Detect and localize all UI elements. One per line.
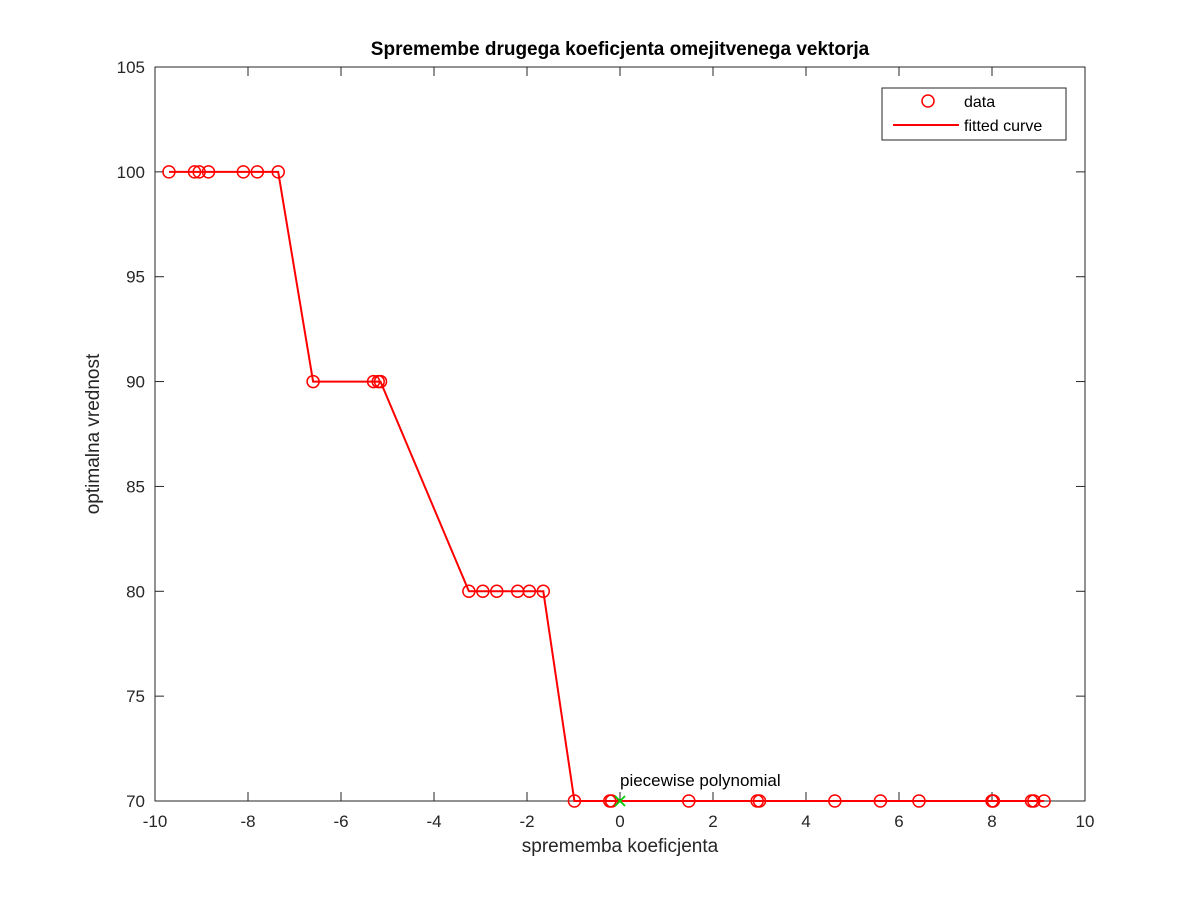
- highlight-layer: [614, 795, 626, 807]
- y-tick-label: 75: [126, 687, 145, 706]
- data-point: [873, 794, 888, 808]
- x-tick-labels: -10 -8 -6 -4 -2 0 2 4 6 8 10: [143, 812, 1095, 831]
- data-point: [536, 584, 551, 599]
- data-point: [476, 584, 490, 599]
- data-point: [201, 165, 216, 179]
- annotation-text: piecewise polynomial: [620, 771, 781, 790]
- x-tick-label: -4: [426, 812, 441, 831]
- x-tick-label: -2: [519, 812, 534, 831]
- x-tick-label: 2: [708, 812, 717, 831]
- data-point: [1027, 794, 1041, 808]
- chart-title: Spremembe drugega koeficjenta omejitvene…: [371, 39, 870, 60]
- x-tick-label: 10: [1076, 812, 1095, 831]
- data-point: [986, 794, 1001, 808]
- data-point: [828, 794, 842, 808]
- data-point: [373, 374, 388, 389]
- y-tick-labels: 70 75 80 85 90 95 100 105: [117, 58, 145, 811]
- data-point: [162, 165, 176, 179]
- highlight-x-marker: [614, 795, 626, 807]
- x-tick-label: 4: [801, 812, 810, 831]
- axis-ticks: [154, 66, 1086, 802]
- data-point: [604, 794, 619, 808]
- highlight-x-stroke: [614, 795, 626, 807]
- legend-marker-data: [921, 94, 935, 108]
- legend: data fitted curve: [881, 87, 1067, 141]
- data-point: [462, 584, 476, 599]
- legend-label-fitted: fitted curve: [964, 118, 1042, 135]
- x-axis-label: sprememba koeficjenta: [522, 836, 719, 857]
- series-layer: [162, 165, 1051, 808]
- data-point: [1037, 794, 1051, 808]
- y-tick-label: 70: [126, 792, 145, 811]
- x-tick-label: 8: [987, 812, 996, 831]
- legend-label-data: data: [964, 94, 995, 111]
- y-tick-label: 95: [126, 268, 145, 287]
- y-tick-label: 105: [117, 58, 145, 77]
- y-tick-label: 90: [126, 373, 145, 392]
- data-point: [522, 584, 537, 599]
- data-point: [490, 584, 504, 599]
- data-point: [752, 794, 767, 808]
- y-tick-label: 100: [117, 163, 145, 182]
- data-point: [192, 165, 206, 179]
- x-tick-label: -6: [333, 812, 348, 831]
- legend-box: [881, 87, 1067, 141]
- data-point: [271, 165, 285, 179]
- data-point: [567, 794, 582, 808]
- y-axis-label: optimalna vrednost: [83, 353, 104, 514]
- x-tick-label: 6: [894, 812, 903, 831]
- data-point: [366, 374, 381, 389]
- data-point: [306, 374, 320, 389]
- data-point: [682, 794, 696, 808]
- y-tick-label: 80: [126, 582, 145, 601]
- data-point: [236, 165, 251, 179]
- x-tick-label: 0: [615, 812, 624, 831]
- plot-area: [154, 66, 1086, 802]
- y-tick-label: 85: [126, 477, 145, 496]
- x-tick-label: -8: [240, 812, 255, 831]
- fitted-curve-line: [169, 170, 1045, 802]
- data-point: [187, 165, 202, 179]
- x-tick-label: -10: [143, 812, 168, 831]
- data-point: [912, 794, 926, 808]
- data-point: [250, 165, 265, 179]
